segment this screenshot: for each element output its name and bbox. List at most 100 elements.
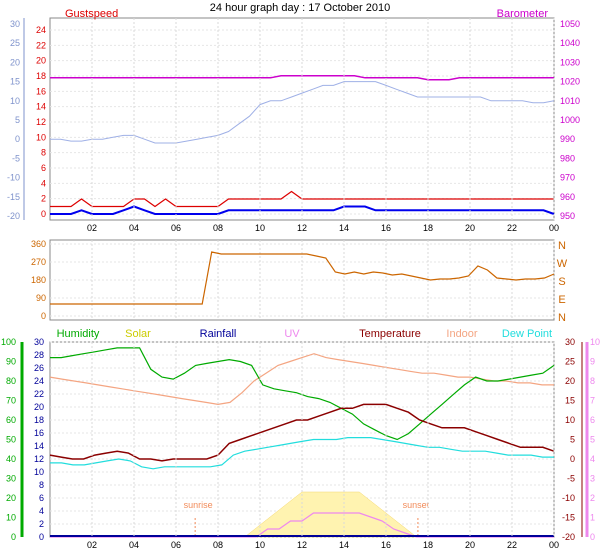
x-tick-label: 12: [297, 223, 307, 233]
legend-gustspeed: Gustspeed: [65, 8, 118, 20]
y-tick-label: -10: [7, 173, 20, 183]
chart-title: 24 hour graph day : 17 October 2010: [210, 2, 390, 14]
y-tick-label: 12: [36, 117, 46, 127]
y-tick-label: 14: [36, 102, 46, 112]
y-tick-label: 20: [34, 402, 44, 412]
y-tick-label: 20: [36, 56, 46, 66]
x-tick-label: 02: [87, 223, 97, 233]
y-tick-label: 6: [39, 493, 44, 503]
y-tick-label: 24: [36, 25, 46, 35]
y-tick-label: -15: [562, 513, 575, 523]
compass-label: N: [558, 312, 566, 324]
y-tick-label: 28: [34, 350, 44, 360]
x-tick-label: 04: [129, 223, 139, 233]
y-tick-label: 90: [6, 357, 16, 367]
y-tick-label: 3: [590, 474, 595, 484]
y-tick-label: 16: [36, 86, 46, 96]
sunrise-label: sunrise: [184, 500, 213, 510]
y-tick-label: 360: [31, 239, 46, 249]
y-tick-label: 1: [590, 513, 595, 523]
winddir-grid: [50, 240, 555, 320]
y-tick-label: 0: [41, 209, 46, 219]
y-tick-label: 960: [560, 192, 575, 202]
x-tick-label: 16: [381, 540, 391, 550]
y-tick-label: 2: [39, 519, 44, 529]
legend-item: Rainfall: [200, 328, 237, 340]
y-tick-label: 5: [590, 435, 595, 445]
y-tick-label: 15: [10, 77, 20, 87]
y-tick-label: 1030: [560, 57, 580, 67]
y-tick-label: 90: [36, 293, 46, 303]
temp-axes: 3028262422201816141210864201009080706050…: [1, 337, 600, 542]
y-tick-label: 970: [560, 173, 575, 183]
x-tick-label: 04: [129, 540, 139, 550]
y-tick-label: 70: [6, 396, 16, 406]
y-tick-label: 6: [41, 163, 46, 173]
y-tick-label: 60: [6, 415, 16, 425]
compass-label: E: [558, 294, 565, 306]
winddir-line: [50, 251, 555, 305]
y-tick-label: 20: [6, 493, 16, 503]
wind-x-axis: 02 04 06 08 10 12 14 16 18 20 22 00: [87, 18, 559, 233]
y-tick-label: 950: [560, 211, 575, 221]
x-tick-label: 02: [87, 540, 97, 550]
legend-item: Solar: [125, 328, 151, 340]
y-tick-label: -20: [562, 532, 575, 542]
x-tick-label: 20: [465, 540, 475, 550]
y-tick-label: 25: [565, 357, 575, 367]
y-tick-label: 100: [1, 337, 16, 347]
x-tick-label: 22: [507, 223, 517, 233]
x-tick-label: 00: [549, 223, 559, 233]
y-tick-label: 4: [41, 178, 46, 188]
barometer-y-axis: 1050 1040 1030 1020 1010 1000 990 980 970 960 950: [560, 19, 580, 221]
x-tick-label: 14: [339, 540, 349, 550]
y-tick-label: 0: [15, 134, 20, 144]
y-tick-label: 24: [34, 376, 44, 386]
y-tick-label: 5: [15, 115, 20, 125]
y-tick-label: 25: [10, 38, 20, 48]
y-tick-label: 18: [34, 415, 44, 425]
x-tick-label: 08: [213, 540, 223, 550]
y-tick-label: 5: [570, 435, 575, 445]
y-tick-label: 8: [41, 148, 46, 158]
y-tick-label: 1050: [560, 19, 580, 29]
x-tick-label: 08: [213, 223, 223, 233]
temp-legend: Humidity Solar Rainfall UV Temperature Indoor…: [57, 328, 552, 340]
y-tick-label: 2: [590, 493, 595, 503]
compass-label: S: [558, 276, 565, 288]
y-tick-label: 50: [6, 435, 16, 445]
y-tick-label: 30: [34, 337, 44, 347]
y-tick-label: 1020: [560, 77, 580, 87]
y-tick-label: -10: [562, 493, 575, 503]
wind-outer-y-axis: 30 25 20 15 10 5 0 -5 -10 -15 -20: [7, 18, 25, 221]
y-tick-label: 1040: [560, 38, 580, 48]
y-tick-label: 2: [41, 194, 46, 204]
winddir-y-axis: 360 270 180 90 0: [31, 239, 46, 321]
y-tick-label: 1010: [560, 96, 580, 106]
legend-item: Humidity: [57, 328, 100, 340]
y-tick-label: 7: [590, 396, 595, 406]
x-tick-label: 10: [255, 223, 265, 233]
x-tick-label: 06: [171, 540, 181, 550]
y-tick-label: 180: [31, 275, 46, 285]
compass-label: W: [557, 258, 568, 270]
x-tick-label: 12: [297, 540, 307, 550]
x-tick-label: 10: [255, 540, 265, 550]
y-tick-label: 0: [39, 532, 44, 542]
legend-item: UV: [284, 328, 300, 340]
x-tick-label: 06: [171, 223, 181, 233]
legend-item: Dew Point: [502, 328, 552, 340]
y-tick-label: 22: [36, 40, 46, 50]
y-tick-label: 4: [39, 506, 44, 516]
sun-markers: sunrise sunset: [184, 500, 430, 537]
y-tick-label: 10: [565, 415, 575, 425]
y-tick-label: 12: [34, 454, 44, 464]
y-tick-label: 270: [31, 257, 46, 267]
y-tick-label: 8: [590, 376, 595, 386]
y-tick-label: 10: [590, 337, 600, 347]
x-tick-label: 22: [507, 540, 517, 550]
y-tick-label: 18: [36, 71, 46, 81]
y-tick-label: 8: [39, 480, 44, 490]
